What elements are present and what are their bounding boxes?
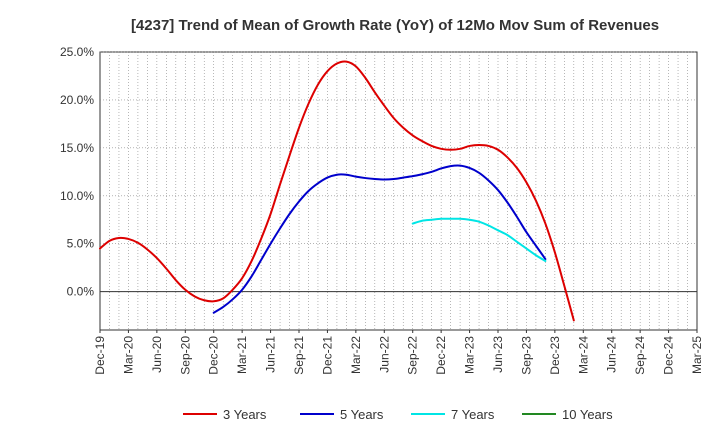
series-line-7-years xyxy=(411,217,547,262)
legend-label-5-years: 5 Years xyxy=(340,407,384,422)
y-tick-label: 5.0% xyxy=(67,237,95,251)
legend-label-10-years: 10 Years xyxy=(562,407,613,422)
y-tick-label: 10.0% xyxy=(60,189,94,203)
x-tick-label: Jun-23 xyxy=(491,336,505,373)
x-tick-label: Jun-24 xyxy=(605,336,619,373)
x-tick-label: Dec-20 xyxy=(207,336,221,375)
x-tick-label: Mar-20 xyxy=(121,336,135,374)
plot-area-border xyxy=(99,51,698,331)
x-tick-label: Sep-23 xyxy=(519,336,533,375)
x-tick-label: Mar-25 xyxy=(690,336,704,374)
y-tick-label: 15.0% xyxy=(60,141,94,155)
x-tick-label: Jun-20 xyxy=(150,336,164,373)
x-tick-label: Mar-22 xyxy=(349,336,363,374)
legend-label-3-years: 3 Years xyxy=(223,407,267,422)
y-tick-label: 0.0% xyxy=(67,285,95,299)
x-tick-label: Dec-24 xyxy=(662,336,676,375)
x-tick-label: Jun-21 xyxy=(264,336,278,373)
x-tick-label: Dec-21 xyxy=(320,336,334,375)
axes: 25.0% 20.0% 15.0% 10.0% 5.0% 0.0% Dec-19 Mar-20… xyxy=(60,45,704,375)
x-tick-label: Mar-24 xyxy=(576,336,590,374)
x-tick-label: Dec-22 xyxy=(434,336,448,375)
y-tick-label: 20.0% xyxy=(60,93,94,107)
x-tick-label: Sep-21 xyxy=(292,336,306,375)
series-line-3-years xyxy=(99,60,575,322)
series-line-5-years xyxy=(212,164,547,314)
x-tick-label: Jun-22 xyxy=(377,336,391,373)
y-tick-label: 25.0% xyxy=(60,45,94,59)
legend-label-7-years: 7 Years xyxy=(451,407,495,422)
x-tick-label: Sep-20 xyxy=(178,336,192,375)
x-tick-label: Sep-22 xyxy=(406,336,420,375)
x-tick-label: Dec-23 xyxy=(548,336,562,375)
x-tick-label: Sep-24 xyxy=(633,336,647,375)
chart-title: [4237] Trend of Mean of Growth Rate (YoY… xyxy=(131,17,659,34)
x-tick-label: Mar-23 xyxy=(463,336,477,374)
legend: 3 Years 5 Years 7 Years 10 Years xyxy=(183,407,613,422)
x-tick-label: Mar-21 xyxy=(235,336,249,374)
grid xyxy=(99,51,698,331)
series-lines xyxy=(99,60,575,322)
x-tick-label: Dec-19 xyxy=(93,336,107,375)
